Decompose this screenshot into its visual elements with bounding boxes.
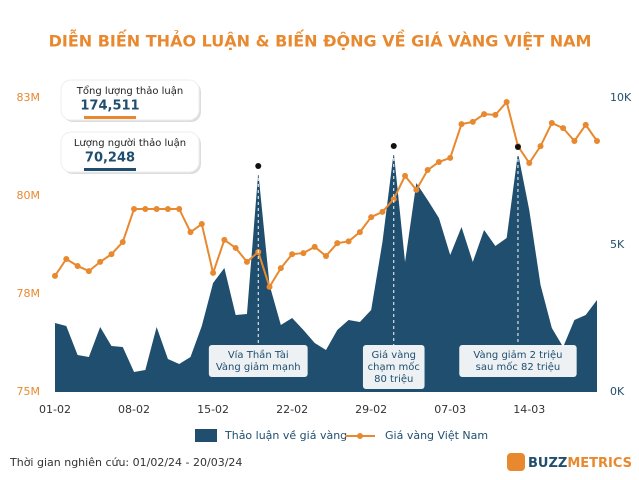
y2-tick-label: 10K: [610, 91, 632, 104]
line-point: [311, 243, 318, 250]
line-point: [413, 186, 420, 193]
line-point: [345, 238, 352, 245]
line-point: [334, 240, 341, 247]
line-point: [390, 196, 397, 203]
line-point: [108, 251, 115, 258]
line-point: [548, 119, 555, 126]
line-point: [210, 269, 217, 276]
line-point: [571, 137, 578, 144]
legend-swatch-dot: [357, 433, 363, 439]
peak-dot: [390, 143, 397, 150]
peak-dot: [255, 163, 262, 170]
stat-label: Tổng lượng thảo luận: [76, 84, 183, 97]
x-tick-label: 14-03: [513, 403, 545, 416]
peak-dot: [514, 144, 521, 151]
line-point: [323, 253, 329, 260]
line-point: [594, 137, 600, 144]
brand-part: METRICS: [567, 456, 632, 471]
annotation-text: 80 triệu: [374, 373, 413, 385]
annotation-text: Vía Thần Tài: [228, 349, 289, 361]
line-point: [131, 205, 138, 212]
line-point: [85, 268, 92, 275]
stat-card: [60, 131, 200, 173]
line-point: [243, 258, 250, 265]
line-point: [153, 205, 160, 212]
annotation-box: [459, 345, 577, 377]
chart-title: DIỄN BIẾN THẢO LUẬN & BIẾN ĐỘNG VỀ GIÁ V…: [49, 30, 592, 51]
line-point: [63, 255, 70, 262]
annotation-box: [208, 345, 308, 377]
y2-tick-label: 5K: [610, 238, 625, 251]
line-point: [402, 172, 409, 179]
line-point: [119, 239, 126, 246]
line-point: [164, 205, 171, 212]
line-point: [582, 121, 589, 128]
line-point: [526, 160, 533, 167]
line-point: [266, 283, 273, 290]
line-point: [74, 262, 81, 269]
line-point: [289, 251, 296, 258]
annotation-box: [362, 345, 425, 389]
stat-bar: [84, 116, 136, 119]
brand-icon: [507, 453, 525, 471]
line-point: [187, 229, 194, 236]
x-tick-label: 07-03: [434, 403, 466, 416]
brand: BUZZMETRICS: [528, 456, 632, 471]
x-tick-label: 08-02: [118, 403, 150, 416]
annotation-text: chạm mốc: [368, 361, 420, 373]
stat-label: Lượng người thảo luận: [74, 137, 186, 149]
legend-label: Thảo luận về giá vàng: [224, 429, 347, 442]
line-point: [300, 250, 307, 257]
line-point: [52, 272, 58, 279]
stat-value: 70,248: [85, 151, 135, 166]
brand-part: BUZZ: [528, 456, 567, 471]
legend-swatch: [195, 429, 217, 442]
y-tick-label: 78M: [17, 287, 41, 300]
line-point: [492, 111, 499, 118]
x-tick-label: 15-02: [197, 403, 229, 416]
line-point: [503, 99, 510, 106]
y-tick-label: 83M: [17, 91, 41, 104]
area: [55, 152, 597, 392]
line-point: [356, 229, 363, 236]
y-tick-label: 80M: [17, 189, 41, 202]
y2-tick-label: 0K: [610, 385, 625, 398]
stat-value: 174,511: [80, 99, 139, 114]
line-point: [447, 154, 454, 161]
footer-text: Thời gian nghiên cứu: 01/02/24 - 20/03/2…: [9, 456, 242, 469]
line-point: [176, 205, 183, 212]
line-point: [469, 118, 476, 125]
annotation-text: Vàng giảm 2 triệu: [473, 349, 562, 361]
legend-label: Giá vàng Việt Nam: [385, 429, 488, 442]
line-point: [481, 111, 488, 118]
line-point: [198, 221, 205, 228]
line-point: [537, 143, 544, 150]
line-point: [458, 121, 465, 128]
line-point: [277, 265, 284, 272]
line-point: [424, 167, 431, 174]
stat-card: [60, 79, 200, 121]
line-point: [379, 208, 386, 215]
annotation-text: sau mốc 82 triệu: [476, 361, 561, 373]
line-point: [232, 244, 239, 251]
y-tick-label: 75M: [17, 385, 41, 398]
x-tick-label: 29-02: [355, 403, 387, 416]
stat-bar: [84, 168, 136, 171]
line-point: [221, 236, 228, 243]
line-point: [368, 214, 375, 221]
x-tick-label: 22-02: [276, 403, 308, 416]
line-point: [97, 258, 104, 265]
line-point: [142, 205, 149, 212]
annotation-text: Vàng giảm mạnh: [216, 361, 301, 373]
line-point: [435, 158, 442, 165]
x-tick-label: 01-02: [39, 403, 71, 416]
annotation-text: Giá vàng: [371, 349, 416, 361]
line-point: [560, 125, 567, 132]
